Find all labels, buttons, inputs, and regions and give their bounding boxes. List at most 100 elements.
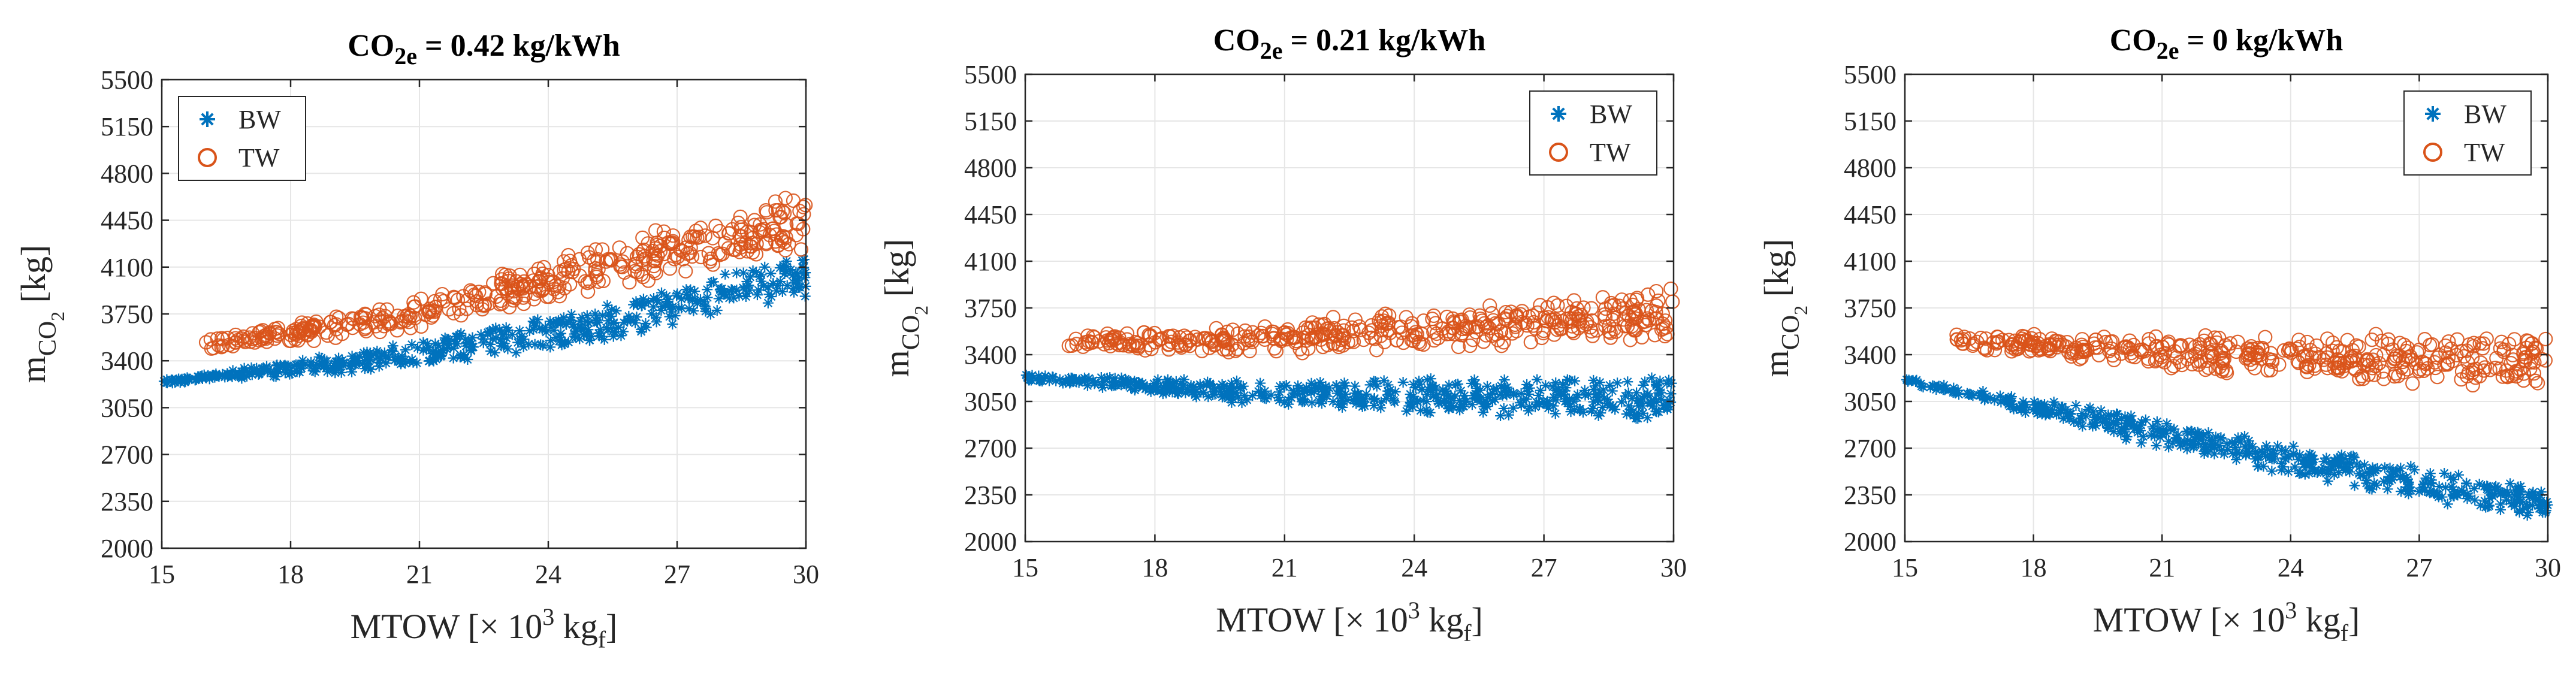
point-BW-271 [490, 332, 502, 343]
point-TW-439 [1307, 331, 1322, 346]
point-TW-350 [2105, 334, 2120, 349]
point-TW-403 [733, 209, 748, 224]
point-BW-461 [1037, 376, 1048, 387]
point-BW-425 [1209, 388, 1221, 400]
point-BW-412 [424, 355, 436, 367]
point-BW-366 [1901, 374, 1912, 385]
point-BW-303 [2103, 409, 2114, 421]
point-TW-339 [425, 308, 440, 323]
point-BW-80 [2239, 431, 2250, 442]
point-TW-229 [648, 251, 663, 267]
point-TW-228 [562, 253, 578, 268]
point-BW-125 [1266, 389, 1277, 401]
point-TW-425 [291, 333, 306, 348]
title-rest: = 0.21 kg/kWh [1282, 23, 1485, 58]
point-BW-474 [744, 285, 755, 296]
point-TW-250 [1315, 339, 1330, 355]
point-TW-338 [1565, 324, 1580, 339]
point-BW-262 [664, 311, 675, 322]
point-TW-410 [446, 306, 461, 321]
point-TW-419 [2191, 357, 2206, 372]
point-TW-348 [1454, 312, 1469, 327]
point-BW-470 [365, 364, 376, 375]
point-BW-478 [2111, 408, 2122, 419]
point-TW-424 [2344, 354, 2358, 369]
point-BW-149 [656, 287, 668, 298]
point-TW-385 [684, 249, 700, 264]
point-BW-48 [2108, 426, 2119, 437]
point-TW-385 [2399, 343, 2414, 358]
point-BW-143 [321, 355, 333, 367]
point-BW-157 [2137, 431, 2149, 442]
point-BW-389 [581, 310, 593, 321]
point-TW-400 [2045, 331, 2059, 346]
point-BW-162 [550, 332, 561, 343]
point-BW-143 [2446, 481, 2457, 492]
point-BW-166 [330, 367, 341, 379]
point-BW-470 [2326, 461, 2337, 473]
point-TW-366 [2102, 343, 2117, 358]
point-BW-220 [1155, 385, 1167, 397]
point-TW-379 [1458, 321, 1473, 336]
ylabel-sub: CO [34, 321, 62, 356]
point-TW-220 [2361, 367, 2376, 382]
point-BW-173 [328, 363, 339, 374]
point-BW-93 [2378, 476, 2390, 487]
point-BW-410 [167, 377, 178, 389]
point-BW-316 [1626, 393, 1638, 404]
point-TW-292 [2009, 340, 2024, 355]
point-TW-292 [662, 261, 678, 276]
point-BW-145 [1327, 396, 1339, 407]
point-TW-390 [1382, 308, 1397, 323]
point-TW-172 [1649, 283, 1664, 299]
legend: BW TW [2403, 90, 2532, 176]
point-TW-434 [1986, 335, 2001, 350]
point-BW-391 [606, 311, 617, 322]
point-BW-471 [1350, 394, 1361, 405]
point-TW-413 [2300, 349, 2315, 364]
x-tick-label-30: 30 [2535, 553, 2561, 582]
point-BW-457 [345, 358, 357, 369]
point-BW-52 [1980, 391, 1991, 402]
x-tick-label-24: 24 [2278, 553, 2304, 582]
point-BW-259 [2502, 489, 2514, 500]
point-BW-433 [560, 318, 572, 330]
point-BW-57 [1315, 377, 1326, 388]
point-TW-363 [733, 237, 748, 252]
point-TW-288 [2007, 333, 2022, 348]
point-BW-455 [2209, 440, 2220, 452]
point-BW-224 [2200, 439, 2212, 450]
point-BW-16 [1523, 405, 1534, 416]
point-TW-282 [712, 247, 727, 262]
point-BW-417 [511, 347, 522, 358]
point-BW-464 [1533, 389, 1544, 401]
point-BW-519 [333, 359, 344, 370]
point-BW-22 [1378, 375, 1390, 386]
point-BW-130 [1375, 397, 1387, 408]
point-TW-308 [1085, 335, 1100, 350]
x-tick-label-15: 15 [149, 560, 175, 589]
x-axis-label: MTOW [× 103 kgf] [1216, 597, 1483, 646]
y-tick-label-3750: 3750 [964, 294, 1017, 323]
point-BW-172 [2266, 466, 2278, 477]
point-TW-243 [1179, 330, 1194, 345]
point-BW-385 [1466, 399, 1478, 410]
point-TW-371 [406, 295, 421, 310]
point-TW-418 [1491, 316, 1506, 331]
xlabel-post: ] [1472, 600, 1483, 639]
point-TW-331 [1382, 325, 1397, 340]
point-BW-211 [1622, 376, 1633, 388]
point-TW-229 [1494, 339, 1509, 353]
point-BW-391 [1967, 390, 1979, 401]
point-TW-391 [2300, 364, 2315, 379]
point-BW-435 [1593, 394, 1604, 406]
point-BW-339 [1564, 374, 1575, 386]
point-BW-284 [1415, 405, 1426, 416]
point-BW-402 [1495, 410, 1506, 422]
point-BW-391 [1289, 387, 1300, 398]
point-TW-408 [1441, 324, 1456, 339]
point-TW-163 [1279, 327, 1294, 342]
point-BW-325 [592, 317, 603, 328]
legend-label-BW: BW [2464, 99, 2506, 129]
point-TW-434 [1598, 319, 1613, 334]
